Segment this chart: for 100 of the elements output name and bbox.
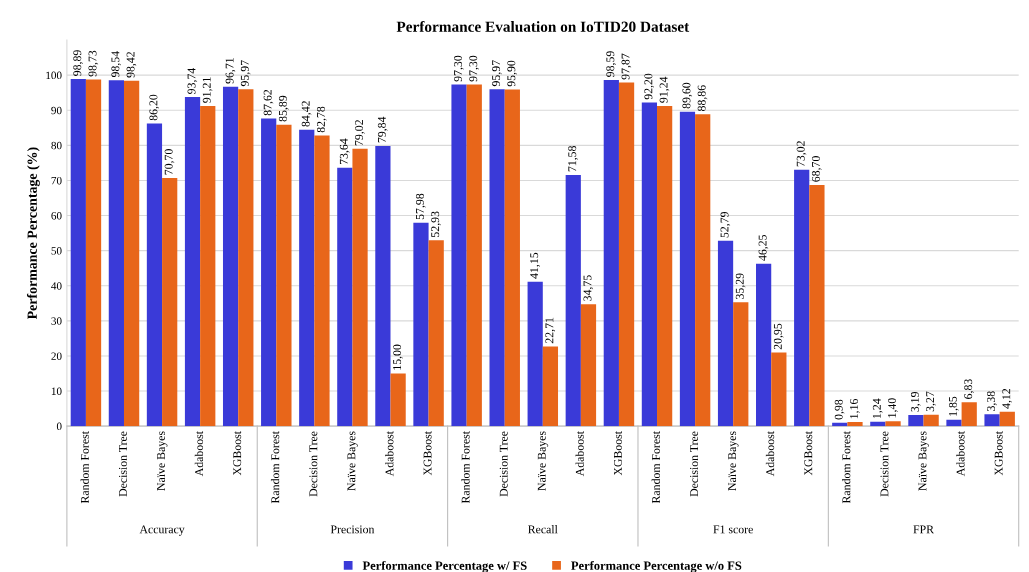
data-label: 15,00 <box>393 344 403 370</box>
data-label: 3,19 <box>910 391 921 412</box>
bar <box>923 414 939 427</box>
y-tick-label: 40 <box>51 282 62 290</box>
y-tick-label: 60 <box>51 212 62 220</box>
y-tick-label: 0 <box>56 422 62 431</box>
data-label: 6,83 <box>964 379 974 399</box>
bar <box>542 346 559 427</box>
data-label: 91,21 <box>202 77 213 103</box>
data-label: 20,95 <box>773 323 784 350</box>
bar <box>961 402 977 427</box>
bar <box>695 114 711 427</box>
y-tick-label: 90 <box>51 106 62 115</box>
data-label: 92,20 <box>644 73 655 100</box>
data-label: 93,74 <box>187 67 198 94</box>
bar <box>466 84 482 427</box>
bar <box>238 89 254 427</box>
data-label: 98,54 <box>111 51 122 78</box>
data-label: 4,12 <box>1002 388 1012 409</box>
x-tick-label: Decision Tree <box>309 431 318 497</box>
x-tick-label: Decision Tree <box>119 431 127 497</box>
text: FPR <box>913 525 935 534</box>
bar <box>222 86 239 427</box>
y-tick-label: 70 <box>51 176 62 185</box>
x-tick-label: XGBoost <box>613 431 622 476</box>
bar <box>946 419 962 427</box>
data-label: 79,02 <box>355 120 365 146</box>
data-label: 70,70 <box>164 149 175 175</box>
bar <box>984 414 1000 427</box>
data-label: 41,15 <box>530 252 540 279</box>
data-label: 46,25 <box>758 234 769 261</box>
data-label: 84,42 <box>301 101 312 127</box>
y-tick-label: 80 <box>51 141 62 150</box>
data-label: 89,60 <box>682 82 693 109</box>
bar <box>603 80 619 427</box>
x-tick-label: Decision Tree <box>499 431 508 497</box>
data-label: 52,79 <box>720 211 731 238</box>
bar <box>162 177 178 427</box>
bar <box>352 148 368 427</box>
y-tick-label: 30 <box>51 317 62 325</box>
bar <box>489 89 505 427</box>
data-label: 96,71 <box>225 58 236 84</box>
bar <box>70 79 86 427</box>
bar <box>299 129 315 427</box>
bar <box>428 240 444 427</box>
text: F1 score <box>713 525 753 534</box>
data-label: 97,30 <box>454 55 464 82</box>
x-tick-label: Naïve Bayes <box>347 431 358 491</box>
data-label: 22,71 <box>545 317 556 344</box>
x-tick-label: XGBoost <box>994 431 1003 476</box>
data-label: 98,42 <box>126 52 137 78</box>
bar <box>733 302 749 427</box>
bar <box>999 411 1015 427</box>
bar <box>908 414 924 427</box>
data-label: 3,38 <box>987 391 997 411</box>
x-tick-label: XGBoost <box>233 431 242 476</box>
x-tick-label: Random Forest <box>80 431 89 504</box>
data-label: 57,98 <box>415 193 426 220</box>
bar <box>580 304 597 427</box>
bar <box>527 281 543 427</box>
data-label: 1,16 <box>850 398 860 419</box>
bar <box>847 422 863 427</box>
x-tick-label: Decision Tree <box>690 431 699 497</box>
data-label: 85,89 <box>278 95 289 122</box>
data-label: 71,58 <box>568 146 578 172</box>
bar <box>261 118 277 427</box>
bar <box>184 97 201 427</box>
bar <box>504 89 520 427</box>
data-label: 88,86 <box>697 85 708 112</box>
bar <box>85 79 102 427</box>
x-tick-label: Decision Tree <box>880 431 889 497</box>
y-tick-label: 20 <box>51 352 62 360</box>
bar <box>679 111 696 427</box>
bar <box>200 105 216 427</box>
bar <box>390 373 406 427</box>
y-tick-label: 10 <box>51 387 62 395</box>
x-tick-label: Naïve Bayes <box>728 431 739 491</box>
data-label: 34,75 <box>583 275 594 301</box>
bar <box>108 80 124 427</box>
x-tick-label: Random Forest <box>651 431 660 504</box>
data-label: 3,27 <box>926 391 936 412</box>
data-label: 35,29 <box>735 273 746 299</box>
bar <box>794 169 810 427</box>
x-tick-label: Adaboost <box>956 431 965 477</box>
bar <box>618 82 635 427</box>
x-tick-label: Random Forest <box>842 431 851 504</box>
x-tick-label: Adaboost <box>194 431 204 477</box>
data-label: 52,93 <box>431 211 441 237</box>
x-tick-label: Random Forest <box>270 431 280 504</box>
data-label: 1,40 <box>888 398 898 418</box>
y-axis-title: Performance Percentage (%) <box>26 147 40 320</box>
data-label: 95,90 <box>507 60 517 87</box>
data-label: 98,59 <box>606 51 616 77</box>
data-label: 73,64 <box>339 138 350 165</box>
data-label: 1,24 <box>872 398 883 418</box>
bar <box>451 84 467 427</box>
bar <box>337 167 353 427</box>
bar <box>771 352 787 427</box>
x-tick-label: Adaboost <box>765 431 775 477</box>
bar <box>375 145 391 427</box>
